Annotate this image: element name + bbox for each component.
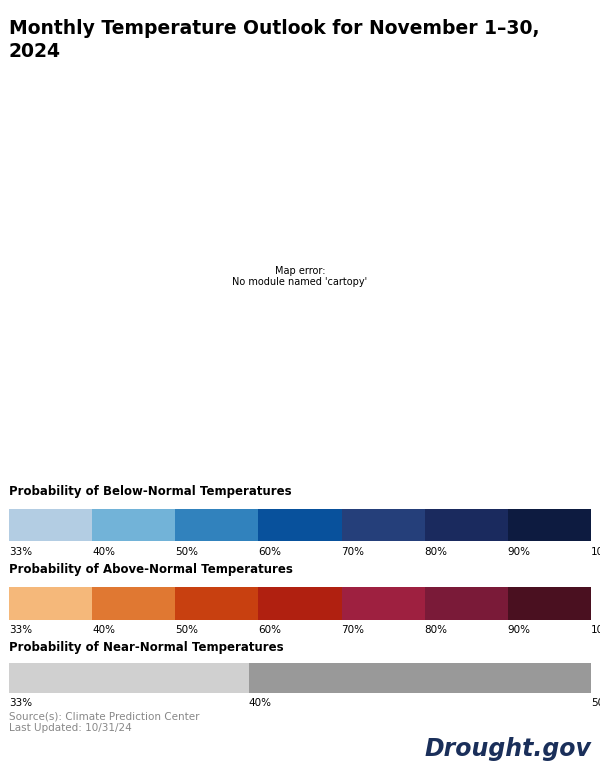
Text: Drought.gov: Drought.gov [424, 736, 591, 761]
Bar [249, 663, 591, 693]
Text: Probability of Near-Normal Temperatures: Probability of Near-Normal Temperatures [9, 641, 284, 655]
Text: 60%: 60% [259, 625, 281, 635]
Bar [259, 509, 341, 541]
Text: 90%: 90% [508, 625, 531, 635]
Text: 70%: 70% [341, 625, 365, 635]
Bar [508, 587, 591, 620]
Bar [341, 509, 425, 541]
Bar [9, 509, 92, 541]
Text: 40%: 40% [92, 547, 115, 557]
Text: 33%: 33% [9, 547, 32, 557]
Bar [9, 663, 249, 693]
Text: Map error:
No module named 'cartopy': Map error: No module named 'cartopy' [232, 265, 368, 287]
Text: Probability of Below-Normal Temperatures: Probability of Below-Normal Temperatures [9, 485, 292, 498]
Text: 70%: 70% [341, 547, 365, 557]
Bar [259, 587, 341, 620]
Text: 50%: 50% [175, 625, 198, 635]
Bar [341, 587, 425, 620]
Text: 40%: 40% [92, 625, 115, 635]
Text: 33%: 33% [9, 699, 32, 709]
Bar [9, 587, 92, 620]
Text: 50%: 50% [175, 547, 198, 557]
Bar [508, 509, 591, 541]
Text: 60%: 60% [259, 547, 281, 557]
Bar [175, 587, 259, 620]
Bar [425, 587, 508, 620]
Text: 100%: 100% [591, 625, 600, 635]
Text: 80%: 80% [425, 625, 448, 635]
Text: 80%: 80% [425, 547, 448, 557]
Bar [92, 509, 175, 541]
Text: 90%: 90% [508, 547, 531, 557]
Text: Probability of Above-Normal Temperatures: Probability of Above-Normal Temperatures [9, 564, 293, 576]
Bar [425, 509, 508, 541]
Text: Source(s): Climate Prediction Center
Last Updated: 10/31/24: Source(s): Climate Prediction Center Las… [9, 711, 199, 732]
Text: 50%: 50% [591, 699, 600, 709]
Text: 100%: 100% [591, 547, 600, 557]
Text: Monthly Temperature Outlook for November 1–30,
2024: Monthly Temperature Outlook for November… [9, 19, 539, 61]
Text: 40%: 40% [249, 699, 272, 709]
Bar [92, 587, 175, 620]
Bar [175, 509, 259, 541]
Text: 33%: 33% [9, 625, 32, 635]
